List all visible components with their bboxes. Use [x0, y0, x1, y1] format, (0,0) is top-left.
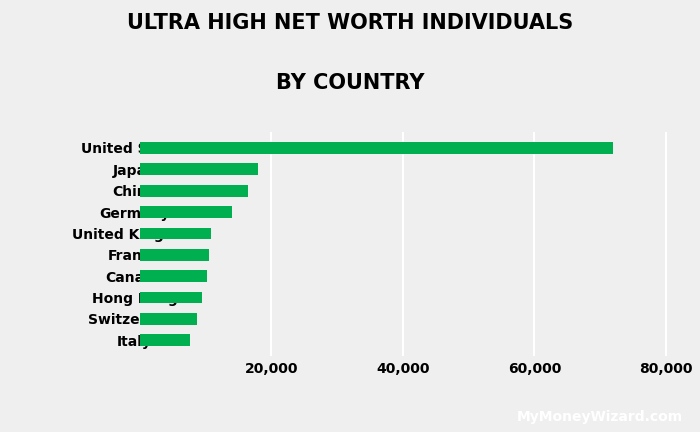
Bar	[140, 313, 197, 325]
Bar	[140, 142, 613, 154]
Text: BY COUNTRY: BY COUNTRY	[276, 73, 424, 93]
Bar	[140, 292, 202, 303]
Bar	[140, 185, 248, 197]
Bar	[140, 163, 258, 175]
Text: MyMoneyWizard.com: MyMoneyWizard.com	[517, 410, 682, 424]
Text: ULTRA HIGH NET WORTH INDIVIDUALS: ULTRA HIGH NET WORTH INDIVIDUALS	[127, 13, 573, 33]
Bar	[140, 270, 207, 282]
Bar	[140, 228, 211, 239]
Bar	[140, 334, 190, 346]
Bar	[140, 249, 209, 260]
Bar	[140, 206, 232, 218]
